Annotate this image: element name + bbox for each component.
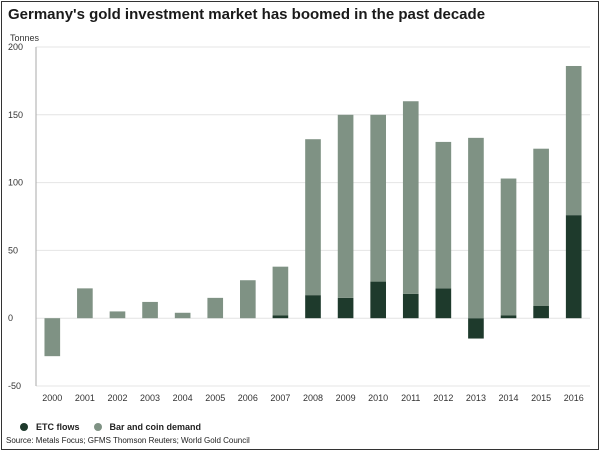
bar-etc-flows-2012 [435,288,452,319]
x-tick-label: 2010 [368,393,388,403]
x-tick-label: 2012 [433,393,453,403]
bar-bar-and-coin-2009 [337,114,354,298]
x-tick-label: 2005 [205,393,225,403]
chart-legend: ETC flows Bar and coin demand [20,422,215,432]
bar-bar-and-coin-2016 [565,65,582,216]
bar-etc-flows-2008 [305,295,321,319]
bar-bar-and-coin-2015 [533,148,549,306]
x-tick-label: 2002 [107,393,127,403]
bar-bar-and-coin-2013 [468,137,484,319]
bar-bar-and-coin-2006 [240,280,256,319]
bar-bar-and-coin-2002 [109,311,126,319]
y-tick-label: 100 [8,178,23,188]
bar-etc-flows-2015 [533,305,549,319]
bar-etc-flows-2013 [468,318,484,339]
x-tick-label: 2003 [140,393,160,403]
x-tick-label: 2004 [173,393,193,403]
bar-bar-and-coin-2011 [402,101,419,294]
x-tick-label: 2015 [531,393,551,403]
bar-etc-flows-2007 [272,315,289,319]
x-tick-label: 2009 [336,393,356,403]
x-tick-label: 2007 [270,393,290,403]
bar-etc-flows-2010 [370,281,386,319]
bar-bar-and-coin-2007 [272,266,289,316]
x-tick-label: 2013 [466,393,486,403]
bar-bar-and-coin-2004 [174,312,191,319]
bar-bar-and-coin-2003 [142,301,158,319]
legend-label-bar-and-coin: Bar and coin demand [109,422,202,432]
bar-etc-flows-2009 [337,297,354,319]
x-tick-label: 2008 [303,393,323,403]
x-tick-label: 2000 [42,393,62,403]
x-tick-label: 2001 [75,393,95,403]
legend-swatch-bar-and-coin [93,423,102,431]
bar-bar-and-coin-2010 [370,114,386,282]
y-axis-unit-label: Tonnes [10,33,40,43]
bar-etc-flows-2016 [565,215,582,319]
legend-item-etc-flows: ETC flows [20,422,80,432]
x-tick-label: 2011 [401,393,420,403]
bar-bar-and-coin-2005 [207,297,224,319]
y-tick-label: -50 [8,381,21,391]
legend-swatch-etc-flows [20,423,28,431]
chart-title: Germany's gold investment market has boo… [8,6,486,23]
bar-bar-and-coin-2014 [500,178,517,316]
x-tick-label: 2016 [564,393,584,403]
x-tick-label: 2014 [499,393,519,403]
source-note: Source: Metals Focus; GFMS Thomson Reute… [6,436,250,445]
bar-bar-and-coin-2001 [77,288,93,319]
x-tick-label: 2006 [238,393,258,403]
bar-etc-flows-2014 [500,315,517,319]
y-tick-label: 150 [8,110,23,120]
y-tick-label: 200 [8,42,23,52]
bar-bar-and-coin-2008 [305,139,321,296]
y-tick-label: 50 [8,245,18,255]
y-tick-label: 0 [8,313,13,323]
bar-bar-and-coin-2000 [44,318,61,357]
legend-item-bar-and-coin: Bar and coin demand [93,422,202,432]
legend-label-etc-flows: ETC flows [36,422,80,432]
bar-etc-flows-2011 [402,293,419,319]
bar-bar-and-coin-2012 [435,141,452,289]
